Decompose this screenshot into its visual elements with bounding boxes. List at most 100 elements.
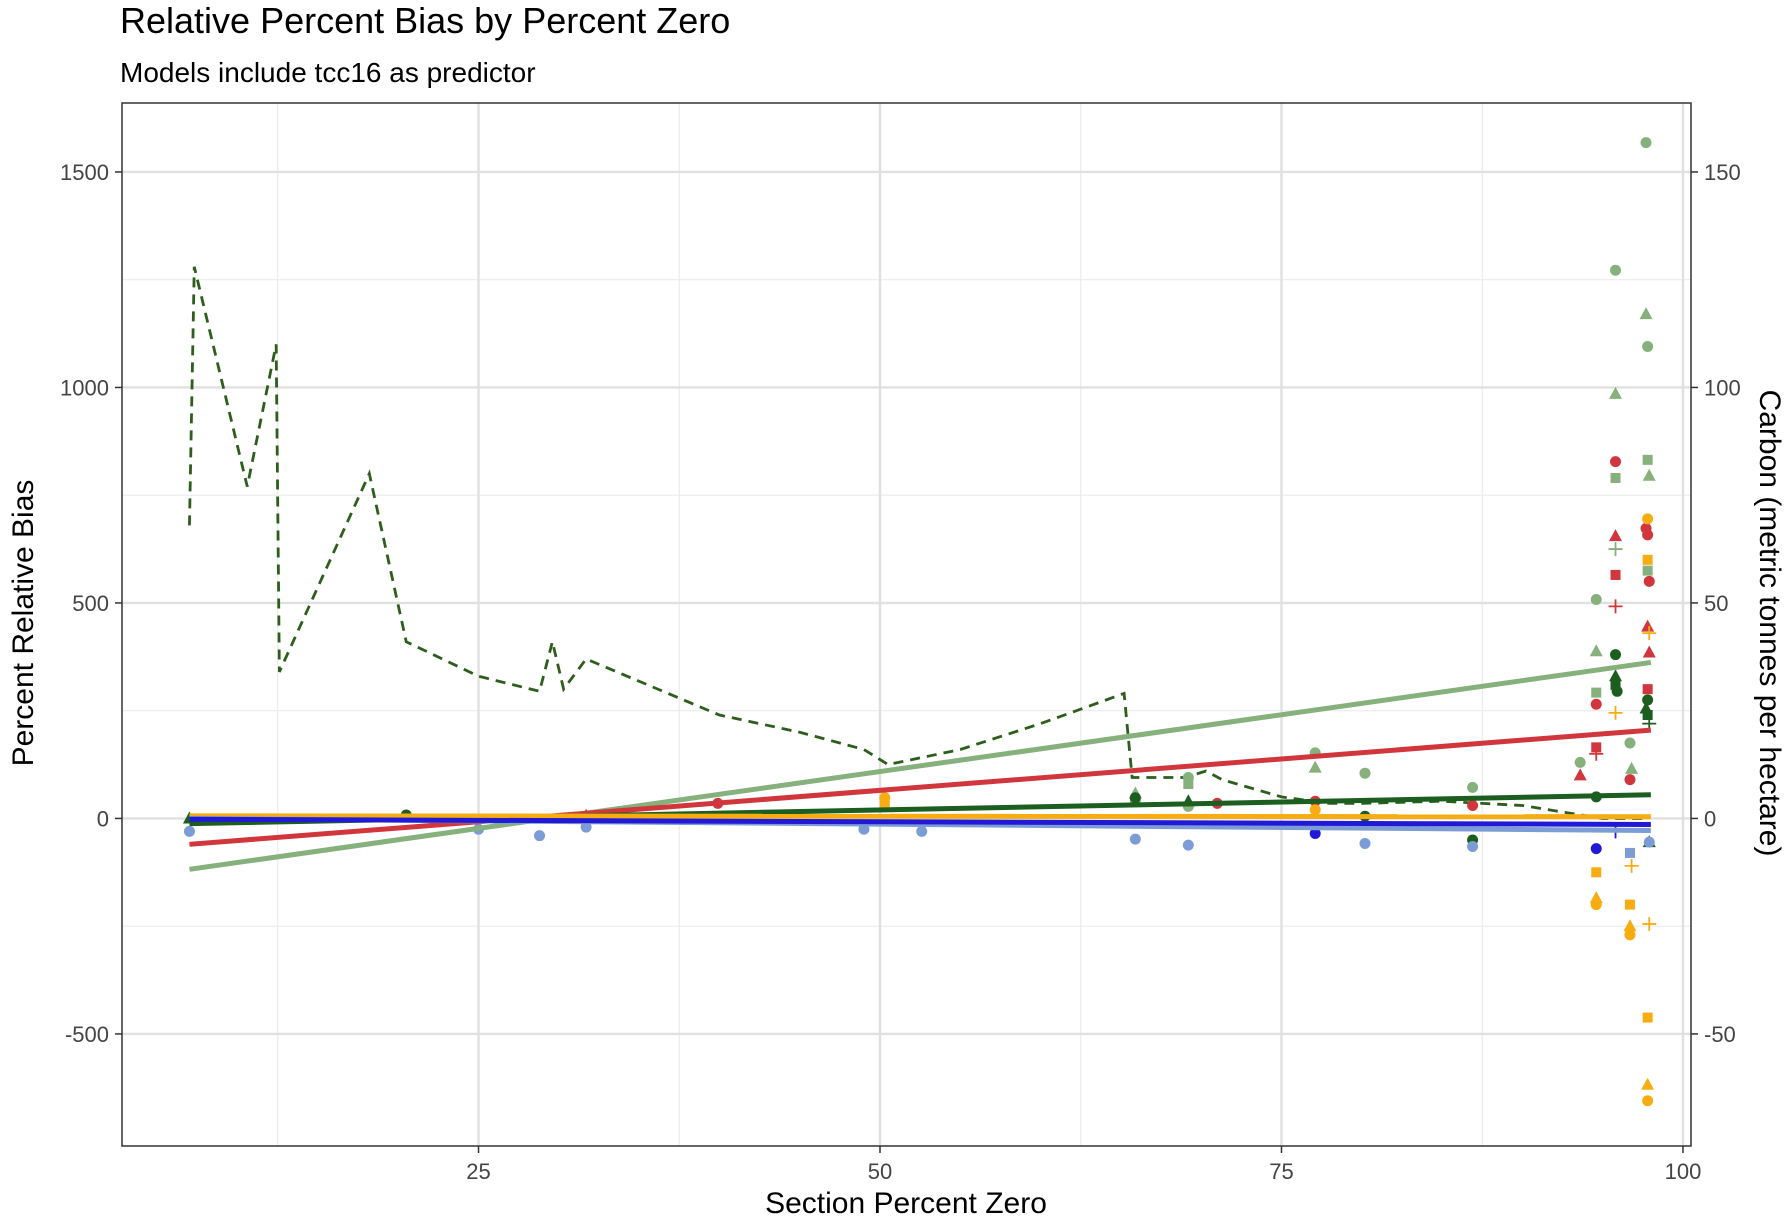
points xyxy=(182,137,1657,1107)
point-orange-circle xyxy=(1309,804,1321,816)
point-dark_green-circle xyxy=(1610,649,1622,661)
y2-tick-label: 150 xyxy=(1704,160,1741,185)
y2-tick-label: 100 xyxy=(1704,375,1741,400)
point-orange-triangle xyxy=(1589,891,1603,904)
point-orange-triangle xyxy=(1623,919,1637,932)
point-light_blue-circle xyxy=(534,830,546,842)
point-light_green-square xyxy=(1183,778,1194,789)
y2-axis-title: Carbon (metric tonnes per hectare) xyxy=(1753,390,1786,857)
trend-lines xyxy=(189,659,1652,872)
y2-tick-label: 0 xyxy=(1704,806,1716,831)
point-dark_green-circle xyxy=(1129,792,1141,804)
point-blue-circle xyxy=(1309,828,1321,840)
point-orange-circle xyxy=(1642,1095,1654,1107)
point-red-circle xyxy=(1610,456,1622,468)
point-orange-square xyxy=(879,800,890,811)
carbon-series-line xyxy=(188,266,1647,820)
point-light_green-plus xyxy=(1608,542,1623,557)
point-light_green-triangle xyxy=(1625,761,1639,774)
y-tick-label: -500 xyxy=(65,1022,109,1047)
panel-border xyxy=(121,102,1692,1147)
point-dark_green-circle xyxy=(1642,694,1654,706)
point-light_green-square xyxy=(1610,472,1621,483)
y2-tick-label: 50 xyxy=(1704,591,1728,616)
point-red-triangle xyxy=(1609,529,1623,542)
point-orange-square xyxy=(1591,867,1602,878)
point-light_blue-circle xyxy=(1359,837,1371,849)
point-orange-square xyxy=(1624,899,1635,910)
point-orange-circle xyxy=(1642,513,1654,525)
point-light_green-circle xyxy=(1574,756,1586,768)
x-tick-label: 50 xyxy=(868,1159,892,1184)
x-tick-label: 100 xyxy=(1665,1159,1702,1184)
point-light_blue-circle xyxy=(1643,836,1655,848)
chart-title: Relative Percent Bias by Percent Zero xyxy=(120,0,730,41)
point-light_green-circle xyxy=(1640,137,1652,149)
point-light_blue-circle xyxy=(1467,840,1479,852)
y-tick-label: 0 xyxy=(97,806,109,831)
point-orange-plus xyxy=(1608,705,1623,720)
trend-line-orange xyxy=(189,813,1651,820)
trend-line-red xyxy=(189,727,1652,847)
point-red-plus xyxy=(1608,599,1623,614)
point-light_green-square xyxy=(1642,565,1653,576)
y-tick-label: 1500 xyxy=(60,160,109,185)
point-light_blue-circle xyxy=(183,825,195,837)
point-light_green-triangle xyxy=(1639,307,1653,320)
point-orange-circle xyxy=(1590,899,1602,911)
point-light_blue-circle xyxy=(1129,833,1141,845)
point-red-circle xyxy=(1643,575,1655,587)
point-light_green-triangle xyxy=(1589,644,1603,657)
point-red-square xyxy=(1591,742,1602,753)
point-light_green-triangle xyxy=(1609,386,1623,399)
trend-line-blue xyxy=(189,816,1651,827)
point-light_green-circle xyxy=(1590,594,1602,606)
point-light_green-circle xyxy=(1624,737,1636,749)
trend-line-light_green xyxy=(189,659,1652,872)
point-light_green-circle xyxy=(1610,264,1622,276)
point-dark_green-square xyxy=(1642,710,1653,721)
point-dark_green-circle xyxy=(1611,685,1623,697)
point-orange-triangle xyxy=(1641,1077,1655,1090)
point-light_green-triangle xyxy=(1642,468,1656,481)
grid xyxy=(122,103,1691,1146)
point-light_green-triangle xyxy=(1308,760,1322,773)
point-orange-square xyxy=(1642,554,1653,565)
point-light_blue-square xyxy=(1624,847,1635,858)
x-tick-label: 75 xyxy=(1269,1159,1293,1184)
point-red-square xyxy=(1642,684,1653,695)
point-orange-circle xyxy=(879,792,891,804)
y-tick-label: 500 xyxy=(72,591,109,616)
point-red-circle xyxy=(1642,529,1654,541)
point-orange-plus xyxy=(1642,626,1657,641)
chart-subtitle: Models include tcc16 as predictor xyxy=(120,57,536,88)
point-dark_green-triangle xyxy=(1609,669,1623,682)
point-red-triangle xyxy=(1642,645,1656,658)
point-blue-circle xyxy=(1590,843,1602,855)
point-light_green-square xyxy=(1642,454,1653,465)
point-light_green-circle xyxy=(1642,341,1654,353)
point-dark_green-square xyxy=(1610,679,1621,690)
point-light_blue-circle xyxy=(580,821,592,833)
point-light_green-circle xyxy=(1359,767,1371,779)
y-axis-title: Percent Relative Bias xyxy=(7,480,40,767)
x-axis-title: Section Percent Zero xyxy=(765,1187,1047,1220)
point-orange-plus xyxy=(1624,858,1639,873)
point-red-circle xyxy=(1590,698,1602,710)
point-orange-square xyxy=(1642,1012,1653,1023)
point-red-triangle xyxy=(1641,619,1655,632)
x-tick-label: 25 xyxy=(466,1159,490,1184)
y2-tick-label: -50 xyxy=(1704,1022,1736,1047)
point-orange-plus xyxy=(1642,917,1657,932)
point-red-circle xyxy=(1624,774,1636,786)
point-red-square xyxy=(1610,569,1621,580)
point-light_green-square xyxy=(1591,687,1602,698)
y-tick-label: 1000 xyxy=(60,375,109,400)
point-red-triangle xyxy=(1573,768,1587,781)
point-light_blue-circle xyxy=(1182,839,1194,851)
point-light_blue-circle xyxy=(916,825,928,837)
point-orange-circle xyxy=(1624,929,1636,941)
